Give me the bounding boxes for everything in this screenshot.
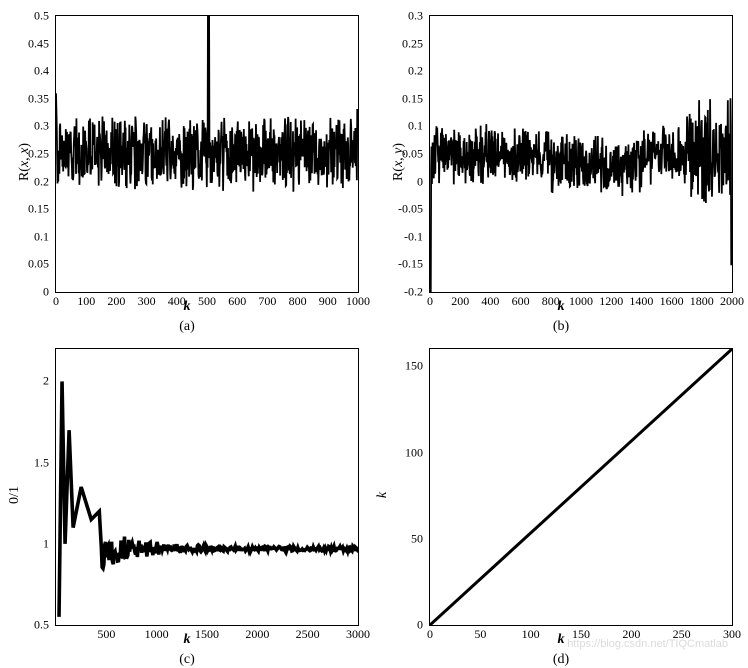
xticks-b: 0200400600800100012001400160018002000 xyxy=(430,294,732,308)
panel-d: 050100150200250300 050100150 k k (d) xyxy=(384,343,738,646)
plot-c: 50010001500200025003000 0.511.52 xyxy=(55,348,359,626)
plot-b: 0200400600800100012001400160018002000 -0… xyxy=(429,15,733,293)
xlabel-d: k xyxy=(558,632,565,648)
xticks-a: 01002003004005006007008009001000 xyxy=(56,294,358,308)
caption-d: (d) xyxy=(553,652,569,668)
xlabel-a: k xyxy=(184,299,191,315)
panel-b: 0200400600800100012001400160018002000 -0… xyxy=(384,10,738,313)
ylabel-a: R(x, x) xyxy=(17,142,33,180)
ylabel-b: R(x, y) xyxy=(391,142,407,180)
xticks-c: 50010001500200025003000 xyxy=(56,627,358,641)
caption-c: (c) xyxy=(179,652,195,668)
ylabel-c: 0/1 xyxy=(7,486,23,504)
caption-a: (a) xyxy=(179,319,195,335)
panel-c: 50010001500200025003000 0.511.52 0/1 k (… xyxy=(10,343,364,646)
trace-d xyxy=(430,349,732,625)
trace-b xyxy=(430,16,732,292)
xlabel-c: k xyxy=(184,632,191,648)
yticks-d: 050100150 xyxy=(385,349,425,625)
watermark: https://blog.csdn.net/TIQCmatlab xyxy=(567,638,728,650)
figure-grid: 01002003004005006007008009001000 00.050.… xyxy=(10,10,738,646)
panel-a: 01002003004005006007008009001000 00.050.… xyxy=(10,10,364,313)
plot-a: 01002003004005006007008009001000 00.050.… xyxy=(55,15,359,293)
trace-c xyxy=(56,349,358,625)
plot-d: 050100150200250300 050100150 xyxy=(429,348,733,626)
caption-b: (b) xyxy=(553,319,569,335)
ylabel-d: k xyxy=(375,491,391,497)
xlabel-b: k xyxy=(558,299,565,315)
trace-a xyxy=(56,16,358,292)
